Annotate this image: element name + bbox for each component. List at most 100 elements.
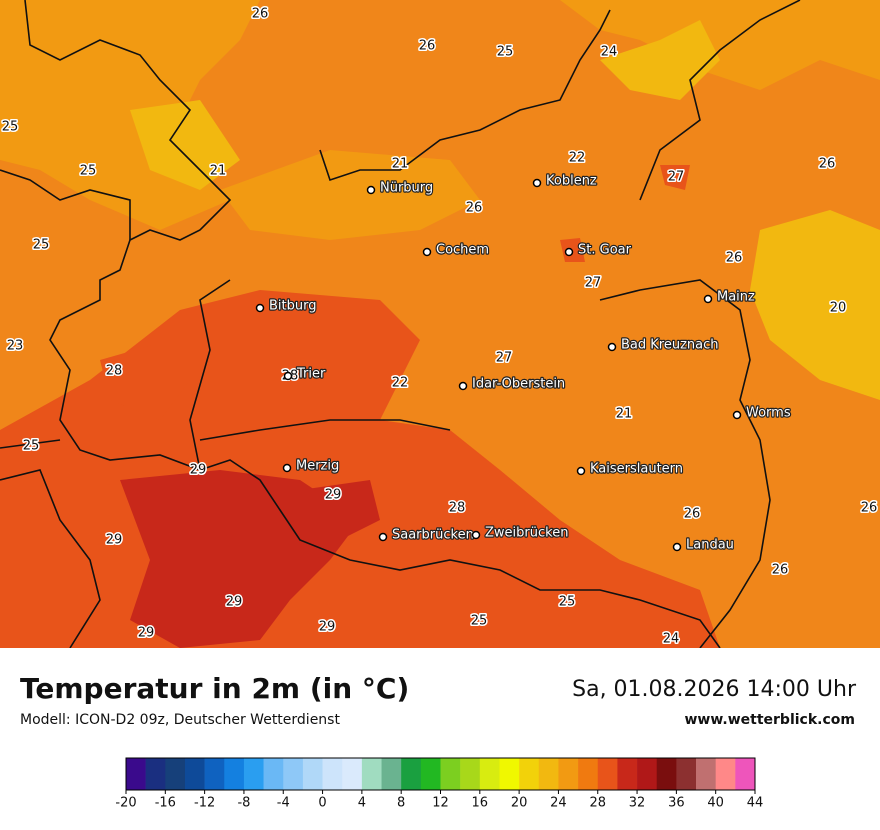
color-segment [381, 758, 402, 790]
city-dot [378, 532, 388, 542]
city-label: Worms [746, 406, 791, 421]
city-dot [703, 294, 713, 304]
color-segment [499, 758, 520, 790]
color-segment [460, 758, 481, 790]
city-label: Idar-Oberstein [472, 377, 565, 392]
temperature-label: 25 [80, 164, 97, 179]
city-label: Landau [686, 538, 734, 553]
city-label: St. Goar [578, 243, 632, 258]
temperature-label: 29 [190, 463, 207, 478]
tick-label: -4 [277, 796, 290, 811]
color-segment [735, 758, 756, 790]
temperature-label: 27 [496, 351, 513, 366]
temperature-label: 26 [726, 251, 743, 266]
color-segment [401, 758, 422, 790]
color-segment [145, 758, 166, 790]
city-dot [576, 466, 586, 476]
temperature-label: 28 [106, 364, 123, 379]
city-label: Merzig [296, 459, 339, 474]
city-label: Cochem [436, 243, 489, 258]
city-dot [672, 542, 682, 552]
temperature-label: 21 [616, 407, 633, 422]
city-dot [366, 185, 376, 195]
tick-label: 40 [707, 796, 724, 811]
city-label: Kaiserslautern [590, 462, 683, 477]
title: Temperatur in 2m (in °C) [20, 672, 409, 705]
color-segment [420, 758, 441, 790]
temperature-label: 29 [226, 595, 243, 610]
city-dot [282, 463, 292, 473]
temperature-label: 29 [319, 620, 336, 635]
color-segment [519, 758, 540, 790]
temperature-label: 26 [466, 201, 483, 216]
website: www.wetterblick.com [685, 712, 856, 728]
city-label: Trier [296, 367, 326, 382]
temperature-label: 25 [23, 439, 40, 454]
city-dot [458, 381, 468, 391]
temperature-label: 29 [138, 626, 155, 641]
city-dot [471, 530, 481, 540]
footer-panel [0, 648, 880, 830]
city-label: Koblenz [546, 174, 597, 189]
city-dot [422, 247, 432, 257]
tick-label: 16 [472, 796, 489, 811]
color-segment [558, 758, 579, 790]
tick-label: 24 [550, 796, 567, 811]
tick-label: 20 [511, 796, 528, 811]
color-segment [538, 758, 559, 790]
color-segment [283, 758, 304, 790]
tick-label: -8 [237, 796, 250, 811]
color-segment [322, 758, 343, 790]
temperature-label: 26 [419, 39, 436, 54]
tick-label: -16 [155, 796, 176, 811]
temperature-label: 26 [684, 507, 701, 522]
temperature-label: 26 [772, 563, 789, 578]
temperature-label: 24 [663, 632, 680, 647]
city-label: Mainz [717, 290, 755, 305]
city-label: Nürburg [380, 181, 433, 196]
temperature-label: 26 [861, 501, 878, 516]
temperature-label: 27 [668, 170, 685, 185]
color-segment [637, 758, 658, 790]
color-segment [578, 758, 599, 790]
city-label: Saarbrücken [392, 528, 474, 543]
temperature-label: 26 [252, 7, 269, 22]
color-segment [184, 758, 205, 790]
city-label: Bad Kreuznach [621, 338, 719, 353]
tick-label: 8 [397, 796, 405, 811]
tick-label: 4 [358, 796, 366, 811]
color-segment [656, 758, 677, 790]
color-segment [204, 758, 225, 790]
tick-label: 28 [589, 796, 606, 811]
city-label: Zweibrücken [485, 526, 568, 541]
temperature-label: 25 [2, 120, 19, 135]
temperature-label: 29 [325, 488, 342, 503]
temperature-label: 21 [210, 164, 227, 179]
temperature-label: 26 [819, 157, 836, 172]
color-segment [676, 758, 697, 790]
tick-label: 44 [747, 796, 764, 811]
temperature-label: 25 [471, 614, 488, 629]
temperature-label: 24 [601, 45, 618, 60]
city-dot [532, 178, 542, 188]
color-segment [617, 758, 638, 790]
tick-label: 36 [668, 796, 685, 811]
city-dot [564, 247, 574, 257]
date: Sa, 01.08.2026 14:00 Uhr [572, 677, 857, 702]
tick-label: -12 [194, 796, 215, 811]
temperature-label: 21 [392, 157, 409, 172]
subtitle: Modell: ICON-D2 09z, Deutscher Wetterdie… [20, 712, 340, 728]
color-segment [126, 758, 146, 790]
color-segment [263, 758, 284, 790]
city-dot [283, 371, 293, 381]
color-segment [243, 758, 264, 790]
color-segment [597, 758, 618, 790]
tick-label: 12 [432, 796, 449, 811]
temperature-label: 29 [106, 533, 123, 548]
color-segment [696, 758, 716, 790]
tick-label: 0 [318, 796, 326, 811]
tick-label: -20 [115, 796, 136, 811]
temperature-field [0, 0, 880, 648]
